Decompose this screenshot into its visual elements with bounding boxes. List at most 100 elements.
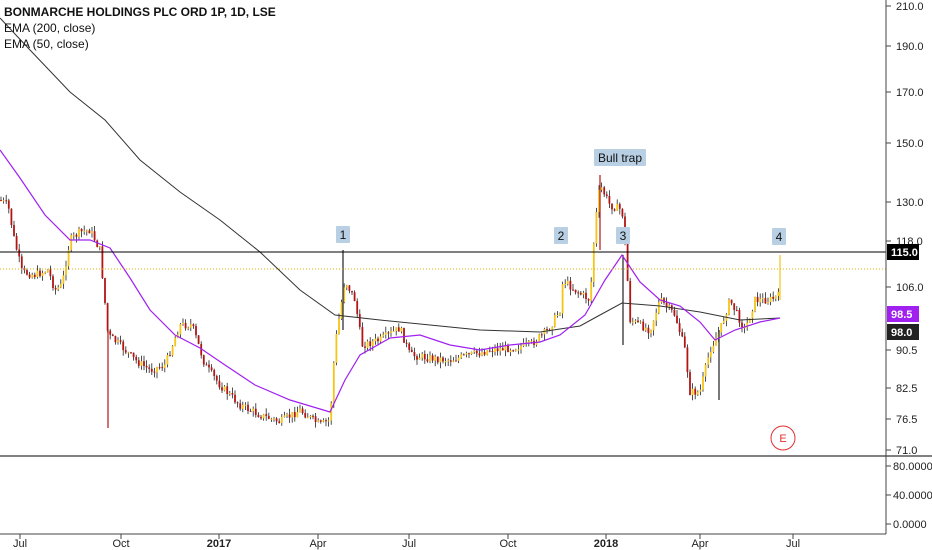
candle bbox=[291, 412, 294, 423]
candle bbox=[208, 360, 210, 373]
candle bbox=[709, 346, 712, 363]
candle bbox=[270, 417, 273, 422]
candle bbox=[153, 367, 156, 378]
candle bbox=[283, 411, 286, 418]
candle bbox=[678, 318, 681, 336]
candle bbox=[312, 414, 314, 420]
candle bbox=[764, 292, 767, 304]
candle bbox=[639, 320, 642, 324]
candle bbox=[304, 409, 307, 419]
candle bbox=[395, 327, 398, 336]
candle bbox=[114, 335, 117, 345]
candle bbox=[759, 293, 762, 307]
candle bbox=[756, 292, 759, 307]
candle bbox=[686, 344, 689, 378]
annotation[interactable]: Bull trap bbox=[594, 149, 646, 166]
candle bbox=[535, 339, 538, 347]
candle bbox=[488, 346, 491, 353]
earnings-marker[interactable]: E bbox=[770, 425, 796, 451]
candle bbox=[109, 328, 112, 340]
candle bbox=[517, 344, 520, 355]
candle bbox=[275, 417, 278, 425]
candle bbox=[228, 390, 231, 396]
candle bbox=[296, 406, 299, 418]
candle bbox=[127, 351, 130, 358]
candle bbox=[699, 384, 702, 396]
candle bbox=[546, 326, 548, 334]
candle bbox=[774, 295, 777, 302]
candle bbox=[613, 208, 616, 212]
candle bbox=[343, 283, 346, 304]
candle bbox=[564, 279, 567, 289]
candle bbox=[377, 336, 379, 346]
candle bbox=[265, 408, 268, 421]
candle bbox=[288, 408, 291, 423]
annotation-label: 3 bbox=[620, 229, 627, 243]
candle bbox=[384, 326, 387, 339]
candle bbox=[57, 284, 60, 292]
chart-legend: BONMARCHE HOLDINGS PLC ORD 1P, 1D, LSE E… bbox=[4, 4, 276, 52]
candle bbox=[595, 207, 598, 247]
candle bbox=[39, 267, 41, 278]
candle bbox=[247, 401, 249, 415]
candle bbox=[210, 364, 213, 372]
candle bbox=[309, 415, 312, 420]
y-tick-label: 130.0 bbox=[896, 197, 924, 209]
candle bbox=[538, 333, 541, 343]
annotation[interactable]: 2 bbox=[554, 227, 568, 244]
candle bbox=[761, 293, 764, 304]
candle bbox=[600, 182, 603, 193]
candle bbox=[26, 268, 28, 276]
candle bbox=[405, 339, 408, 348]
candle bbox=[735, 306, 738, 312]
candle bbox=[78, 226, 80, 241]
candle bbox=[413, 347, 416, 361]
y-tick-label: 71.0 bbox=[896, 445, 917, 457]
candle bbox=[119, 335, 122, 345]
candle bbox=[187, 326, 190, 331]
candle bbox=[603, 185, 606, 197]
candle bbox=[696, 390, 699, 396]
candle bbox=[200, 341, 203, 359]
annotation[interactable]: 3 bbox=[616, 227, 630, 244]
candle bbox=[335, 330, 338, 366]
candle bbox=[158, 363, 161, 370]
candle bbox=[553, 312, 556, 328]
candle bbox=[179, 323, 182, 339]
candle bbox=[218, 375, 221, 390]
annotation[interactable]: 4 bbox=[772, 228, 786, 245]
candle bbox=[647, 324, 650, 339]
candle bbox=[738, 307, 741, 327]
candle bbox=[702, 372, 704, 392]
candle bbox=[494, 344, 496, 356]
candle bbox=[410, 346, 413, 353]
candle bbox=[124, 346, 127, 355]
candle bbox=[280, 414, 283, 426]
candle bbox=[293, 406, 296, 422]
candle bbox=[743, 323, 746, 334]
candle bbox=[608, 190, 611, 208]
candle bbox=[348, 285, 351, 294]
y-tick-label: 76.5 bbox=[896, 414, 917, 426]
candle bbox=[777, 288, 780, 301]
candle bbox=[85, 229, 88, 236]
candle bbox=[332, 361, 335, 409]
candle bbox=[665, 297, 668, 313]
candle bbox=[631, 317, 634, 326]
candle bbox=[730, 299, 733, 306]
y-tick-label: 170.0 bbox=[896, 87, 924, 99]
candle bbox=[741, 319, 743, 333]
annotation-label: 2 bbox=[558, 229, 565, 243]
candle bbox=[52, 274, 54, 291]
candle bbox=[353, 290, 356, 302]
annotation[interactable]: 1 bbox=[336, 226, 350, 243]
candle bbox=[13, 220, 15, 237]
candle bbox=[72, 232, 75, 240]
candle bbox=[169, 351, 171, 357]
candle bbox=[468, 352, 470, 359]
candle bbox=[543, 327, 546, 340]
x-tick-label: 2018 bbox=[594, 538, 618, 550]
candle bbox=[234, 390, 236, 404]
candle bbox=[184, 319, 187, 331]
y-tick-label: 106.0 bbox=[896, 282, 924, 294]
